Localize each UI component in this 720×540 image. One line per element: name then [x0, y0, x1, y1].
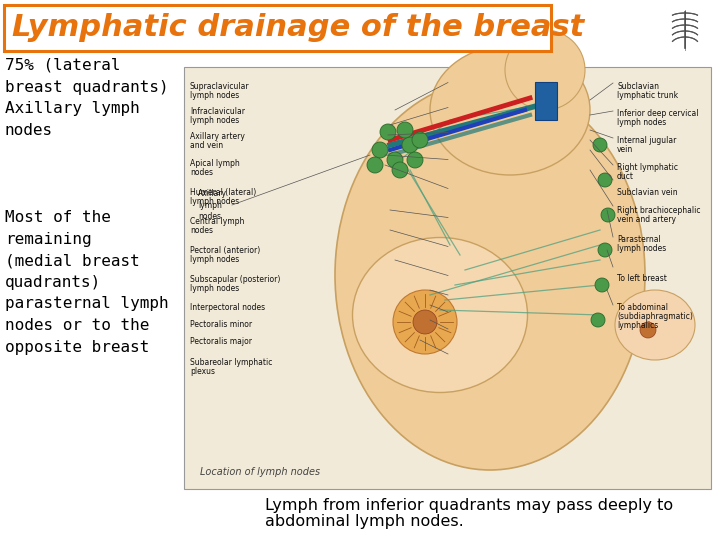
Text: Subclavian vein: Subclavian vein	[617, 188, 678, 197]
Text: lymphalics: lymphalics	[617, 321, 658, 330]
Text: To left breast: To left breast	[617, 274, 667, 283]
Circle shape	[392, 162, 408, 178]
Text: nodes: nodes	[190, 168, 213, 177]
Text: duct: duct	[617, 172, 634, 181]
Text: (subdiaphragmatic): (subdiaphragmatic)	[617, 312, 693, 321]
Text: Inferior deep cervical: Inferior deep cervical	[617, 109, 698, 118]
Circle shape	[387, 152, 403, 168]
Circle shape	[412, 132, 428, 148]
Text: Axillary artery: Axillary artery	[190, 132, 245, 141]
Text: Pectoralis major: Pectoralis major	[190, 337, 252, 346]
Circle shape	[372, 142, 388, 158]
Circle shape	[593, 138, 607, 152]
Text: Subclavian: Subclavian	[617, 82, 659, 91]
FancyBboxPatch shape	[184, 67, 711, 489]
Text: nodes: nodes	[190, 226, 213, 235]
Circle shape	[591, 313, 605, 327]
Text: and vein: and vein	[190, 141, 223, 150]
Text: Right brachiocephalic: Right brachiocephalic	[617, 206, 701, 215]
Text: Pectoralis minor: Pectoralis minor	[190, 320, 252, 329]
Circle shape	[640, 322, 656, 338]
Text: lymph nodes: lymph nodes	[190, 116, 239, 125]
Text: To abdominal: To abdominal	[617, 303, 668, 312]
Circle shape	[402, 137, 418, 153]
Text: lymph nodes: lymph nodes	[617, 244, 666, 253]
Text: Infraclavicular: Infraclavicular	[190, 107, 245, 116]
Text: vein: vein	[617, 145, 634, 154]
Text: lymphatic trunk: lymphatic trunk	[617, 91, 678, 100]
Text: abdominal lymph nodes.: abdominal lymph nodes.	[265, 514, 464, 529]
Circle shape	[601, 208, 615, 222]
Text: Internal jugular: Internal jugular	[617, 136, 676, 145]
Ellipse shape	[430, 45, 590, 175]
Bar	[535, 82, 557, 120]
Text: Lymph from inferior quadrants may pass deeply to: Lymph from inferior quadrants may pass d…	[265, 498, 673, 513]
Ellipse shape	[353, 238, 528, 393]
Text: 75% (lateral
breast quadrants)
Axillary lymph
nodes: 75% (lateral breast quadrants) Axillary …	[5, 58, 168, 138]
Text: Subscapular (posterior): Subscapular (posterior)	[190, 275, 280, 284]
Text: Apical lymph: Apical lymph	[190, 159, 240, 168]
Text: Interpectoral nodes: Interpectoral nodes	[190, 303, 265, 312]
Text: Location of lymph nodes: Location of lymph nodes	[200, 467, 320, 477]
Text: lymph nodes: lymph nodes	[617, 118, 666, 127]
Circle shape	[397, 122, 413, 138]
Text: Lymphatic drainage of the breast: Lymphatic drainage of the breast	[12, 14, 584, 43]
Text: Right lymphatic: Right lymphatic	[617, 163, 678, 172]
Text: Parasternal: Parasternal	[617, 235, 661, 244]
Text: lymph nodes: lymph nodes	[190, 255, 239, 264]
Text: Most of the
remaining
(medial breast
quadrants)
parasternal lymph
nodes or to th: Most of the remaining (medial breast qua…	[5, 210, 168, 355]
Text: lymph nodes: lymph nodes	[190, 91, 239, 100]
Circle shape	[367, 157, 383, 173]
FancyBboxPatch shape	[4, 5, 551, 51]
Text: lymph nodes: lymph nodes	[190, 197, 239, 206]
Text: Pectoral (anterior): Pectoral (anterior)	[190, 246, 260, 255]
Circle shape	[393, 290, 457, 354]
Text: Subareolar lymphatic: Subareolar lymphatic	[190, 358, 272, 367]
Text: Humeral (lateral): Humeral (lateral)	[190, 188, 256, 197]
Text: lymph nodes: lymph nodes	[190, 284, 239, 293]
Text: vein and artery: vein and artery	[617, 215, 676, 224]
Ellipse shape	[335, 80, 645, 470]
Circle shape	[598, 243, 612, 257]
Text: Central lymph: Central lymph	[190, 217, 244, 226]
Circle shape	[407, 152, 423, 168]
Text: Axillary
lymph
nodes: Axillary lymph nodes	[198, 190, 227, 221]
Ellipse shape	[615, 290, 695, 360]
Circle shape	[413, 310, 437, 334]
Circle shape	[598, 173, 612, 187]
Circle shape	[380, 124, 396, 140]
Ellipse shape	[505, 30, 585, 110]
Text: plexus: plexus	[190, 367, 215, 376]
Text: Supraclavicular: Supraclavicular	[190, 82, 250, 91]
Circle shape	[595, 278, 609, 292]
